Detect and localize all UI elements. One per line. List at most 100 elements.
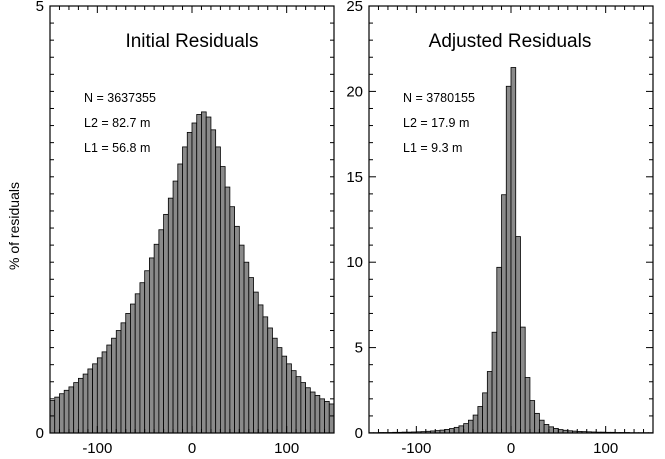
histogram-bar	[529, 400, 536, 434]
stat-l1: L1 = 9.3 m	[403, 141, 462, 155]
histogram-bar	[548, 426, 554, 434]
histogram-bar	[524, 377, 531, 434]
x-tick-label: 0	[188, 440, 196, 457]
histogram-bar	[486, 371, 493, 434]
histogram-bar	[106, 344, 112, 434]
y-tick-label: 5	[36, 0, 44, 15]
initial-residuals-panel: Initial Residuals -100 0 100 0 5 N = 3637355…	[36, 0, 335, 457]
histogram-bar	[534, 412, 540, 434]
histogram-bar	[163, 213, 169, 434]
plot-frame	[368, 5, 654, 434]
histogram-bar	[324, 400, 330, 434]
histogram-bar	[328, 403, 335, 434]
chart-title: Initial Residuals	[125, 31, 258, 52]
histogram-bars	[49, 111, 335, 434]
histogram-bars	[368, 67, 654, 434]
stat-n: N = 3780155	[403, 91, 475, 105]
histogram-bar	[290, 370, 297, 434]
histogram-bar	[182, 146, 188, 434]
histogram-bar	[248, 277, 254, 434]
histogram-bar	[54, 396, 60, 434]
histogram-bar	[520, 326, 526, 434]
histogram-bar	[186, 131, 193, 434]
x-tick-label: -100	[82, 440, 112, 457]
histogram-bar	[139, 282, 146, 434]
histogram-bar	[205, 116, 212, 434]
x-tick-label: 100	[593, 440, 618, 457]
stat-l2: L2 = 17.9 m	[403, 116, 469, 130]
histogram-bar	[101, 351, 108, 434]
histogram-bar	[515, 236, 521, 434]
histogram-bar	[238, 244, 245, 434]
stat-l1: L1 = 56.8 m	[84, 141, 150, 155]
histogram-bar	[158, 229, 164, 434]
histogram-bar	[314, 395, 321, 434]
histogram-bar	[286, 363, 292, 434]
y-tick-label: 25	[346, 0, 363, 15]
histogram-bar	[262, 316, 269, 434]
histogram-bar	[215, 146, 221, 434]
y-tick-label: 0	[355, 425, 363, 442]
histogram-bar	[201, 111, 207, 434]
histogram-bar	[449, 428, 455, 434]
histogram-bar	[491, 331, 498, 434]
histogram-bar	[539, 419, 545, 434]
histogram-bar	[120, 322, 127, 434]
x-tick-label: -100	[401, 440, 431, 457]
histogram-bar	[276, 347, 283, 434]
histogram-bar	[243, 261, 250, 434]
histogram-bar	[115, 330, 122, 434]
histogram-bar	[553, 427, 559, 434]
axis-ticks: -100 0 100 0 5 10 15 20 25	[346, 0, 653, 457]
histogram-bar	[130, 303, 136, 434]
histogram-bar	[191, 122, 198, 434]
histogram-bar	[219, 166, 226, 434]
histogram-bar	[49, 400, 56, 434]
stats-block: N = 3637355 L2 = 82.7 m L1 = 56.8 m	[84, 91, 156, 155]
chart-title: Adjusted Residuals	[429, 31, 592, 52]
histogram-bar	[295, 376, 302, 434]
histogram-bar	[153, 243, 160, 434]
axis-ticks: -100 0 100 0 5	[36, 0, 334, 457]
histogram-bar	[78, 377, 84, 434]
histogram-bar	[257, 304, 264, 434]
histogram-bar	[68, 386, 75, 434]
y-tick-label: 0	[36, 425, 44, 442]
histogram-bar	[177, 163, 183, 434]
histogram-bar	[253, 291, 259, 434]
histogram-bar	[300, 382, 306, 434]
histogram-bar	[125, 313, 131, 434]
y-tick-label: 15	[346, 169, 363, 186]
y-tick-label: 20	[346, 83, 363, 100]
histogram-bar	[305, 387, 311, 434]
histogram-bar	[92, 363, 98, 434]
histogram-bar	[309, 391, 316, 434]
x-tick-label: 0	[507, 440, 515, 457]
histogram-bar	[453, 426, 460, 434]
histogram-bar	[172, 180, 179, 434]
histogram-bar	[59, 393, 65, 434]
histogram-bar	[96, 357, 103, 434]
histogram-bar	[111, 337, 117, 434]
histogram-bar	[501, 194, 507, 434]
histogram-bar	[505, 85, 512, 434]
stats-block: N = 3780155 L2 = 17.9 m L1 = 9.3 m	[403, 91, 475, 155]
histogram-bar	[196, 114, 202, 434]
histogram-bar	[482, 392, 488, 434]
histogram-bar	[496, 266, 502, 434]
histogram-bar	[319, 398, 325, 434]
y-axis-label: % of residuals	[6, 182, 22, 270]
histogram-bar	[281, 355, 288, 434]
adjusted-residuals-panel: Adjusted Residuals -100 0 100 0 5 10 15 20 25 N …	[346, 0, 654, 457]
plot-frame	[49, 5, 335, 434]
histogram-bar	[510, 67, 517, 434]
histogram-bar	[167, 197, 174, 434]
histogram-bar	[73, 382, 79, 434]
histogram-bar	[229, 206, 235, 434]
histogram-bar	[458, 425, 465, 434]
x-tick-label: 100	[274, 440, 299, 457]
histogram-bar	[87, 368, 94, 434]
y-tick-label: 5	[355, 340, 363, 357]
histogram-bar	[463, 423, 469, 434]
